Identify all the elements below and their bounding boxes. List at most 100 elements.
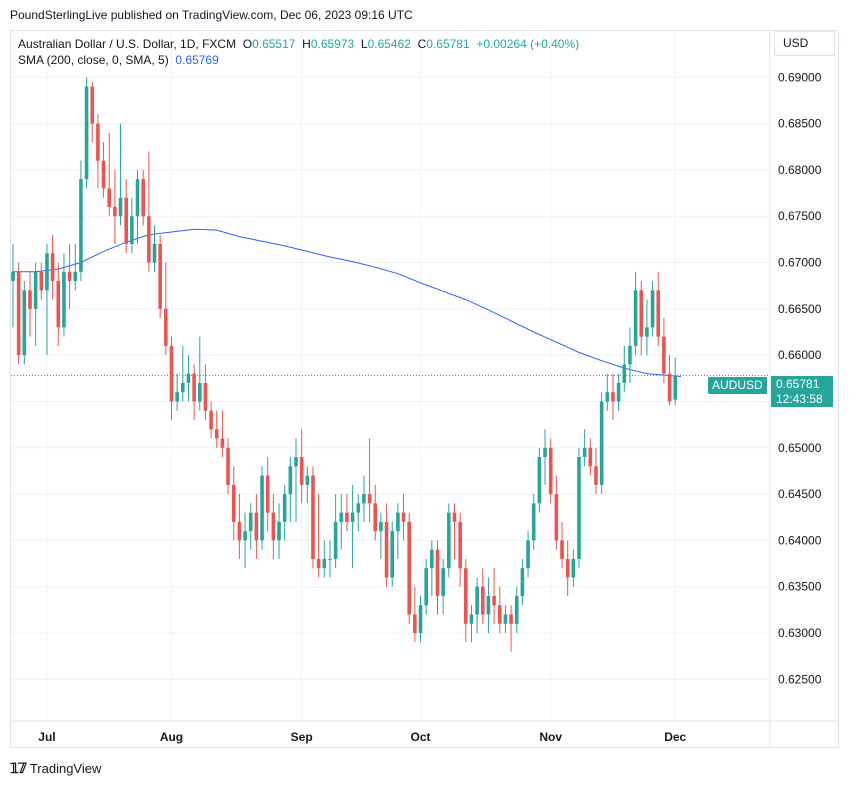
candle-body: [469, 614, 474, 624]
candle-body: [480, 586, 485, 615]
price-tick-label: 0.68500: [778, 117, 822, 131]
price-tick-label: 0.68000: [778, 163, 822, 177]
candle-body: [118, 197, 123, 217]
candle-body: [22, 290, 27, 356]
candle-body: [594, 466, 598, 485]
candle-body: [231, 484, 236, 522]
candle-body: [622, 364, 627, 383]
candle-body: [554, 494, 559, 541]
candle-body: [328, 558, 332, 560]
candle-body: [288, 466, 293, 495]
candle-body: [645, 327, 649, 337]
sma-line: [13, 228, 681, 377]
candle-body: [90, 86, 95, 124]
candle-body: [45, 253, 49, 291]
candle-body: [531, 503, 536, 541]
candle-body: [396, 512, 400, 532]
change-value: +0.00264 (+0.40%): [476, 37, 580, 51]
candle-body: [254, 512, 259, 541]
grid: [11, 31, 770, 721]
candle-body: [339, 512, 344, 522]
candle-body: [299, 457, 304, 485]
candle-body: [373, 503, 378, 532]
candle-body: [367, 494, 372, 504]
candle-body: [101, 160, 106, 189]
close-label: C: [417, 37, 427, 51]
candle-body: [509, 614, 513, 624]
candle-body: [650, 290, 655, 328]
price-tick-label: 0.63000: [778, 626, 822, 640]
time-tick-label: Sep: [291, 730, 313, 744]
candle-body: [164, 308, 168, 346]
price-tick-label: 0.69000: [778, 70, 822, 84]
candle-body: [424, 568, 428, 606]
candle-body: [464, 568, 468, 624]
price-tick-label: 0.65000: [778, 441, 822, 455]
candle-body: [209, 410, 213, 430]
candle-body: [305, 475, 310, 485]
candle-body: [599, 401, 604, 485]
price-tick-label: 0.66500: [778, 302, 822, 316]
candle-body: [39, 271, 44, 291]
time-tick-label: Dec: [664, 730, 686, 744]
candle-body: [571, 558, 576, 578]
candle-body: [197, 382, 202, 402]
price-tick-label: 0.64000: [778, 533, 822, 547]
candle-body: [294, 457, 298, 467]
candle-body: [322, 558, 327, 569]
candle-body: [169, 345, 174, 402]
candle-body: [582, 447, 587, 458]
candle-body: [311, 475, 315, 559]
last-price-value: 0.65781: [776, 377, 820, 391]
chart-frame: [10, 30, 839, 748]
open-value: 0.65517: [252, 37, 296, 51]
candle-body: [503, 614, 508, 624]
candle-body: [537, 457, 542, 504]
candle-body: [407, 521, 411, 615]
candle-body: [362, 494, 366, 504]
candle-body: [447, 512, 451, 569]
candle-body: [152, 244, 157, 263]
candle-body: [243, 531, 247, 541]
candle-body: [413, 614, 417, 634]
price-tick-label: 0.63500: [778, 580, 822, 594]
time-tick-label: Oct: [411, 730, 431, 744]
chart-legend: Australian Dollar / U.S. Dollar, 1D, FXC…: [18, 36, 579, 68]
candle-body: [62, 271, 66, 328]
candle-body: [418, 605, 423, 634]
low-value: 0.65462: [367, 37, 411, 51]
attribution-line: PoundSterlingLive published on TradingVi…: [10, 8, 413, 22]
candle-body: [181, 382, 185, 393]
candle-body: [565, 558, 570, 578]
candle-body: [271, 512, 276, 541]
candle-body: [350, 512, 355, 522]
tradingview-logo[interactable]: 𝟙𝟟 TradingView: [10, 760, 101, 777]
currency-button[interactable]: USD: [774, 31, 835, 56]
candle-body: [11, 271, 15, 282]
time-tick-label: Aug: [160, 730, 183, 744]
candle-body: [260, 475, 264, 541]
candle-body: [656, 290, 661, 337]
candle-body: [113, 206, 117, 217]
candle-body: [458, 521, 462, 569]
time-tick-label: Nov: [539, 730, 562, 744]
candle-body: [84, 86, 89, 180]
candle-body: [379, 521, 383, 532]
candle-body: [50, 253, 55, 282]
price-tick-label: 0.67500: [778, 209, 822, 223]
candle-body: [56, 281, 61, 328]
candle-body: [628, 345, 632, 365]
candle-body: [452, 512, 457, 522]
low-label: L: [360, 37, 368, 51]
candle-body: [158, 244, 162, 309]
candle-body: [203, 382, 208, 411]
candle-body: [237, 521, 242, 541]
price-tick-label: 0.66000: [778, 348, 822, 362]
open-label: O: [242, 37, 253, 51]
candle-body: [141, 179, 145, 217]
candle-body: [475, 586, 479, 615]
candle-body: [79, 179, 83, 272]
candle-body: [248, 512, 253, 532]
candle-body: [147, 216, 151, 263]
